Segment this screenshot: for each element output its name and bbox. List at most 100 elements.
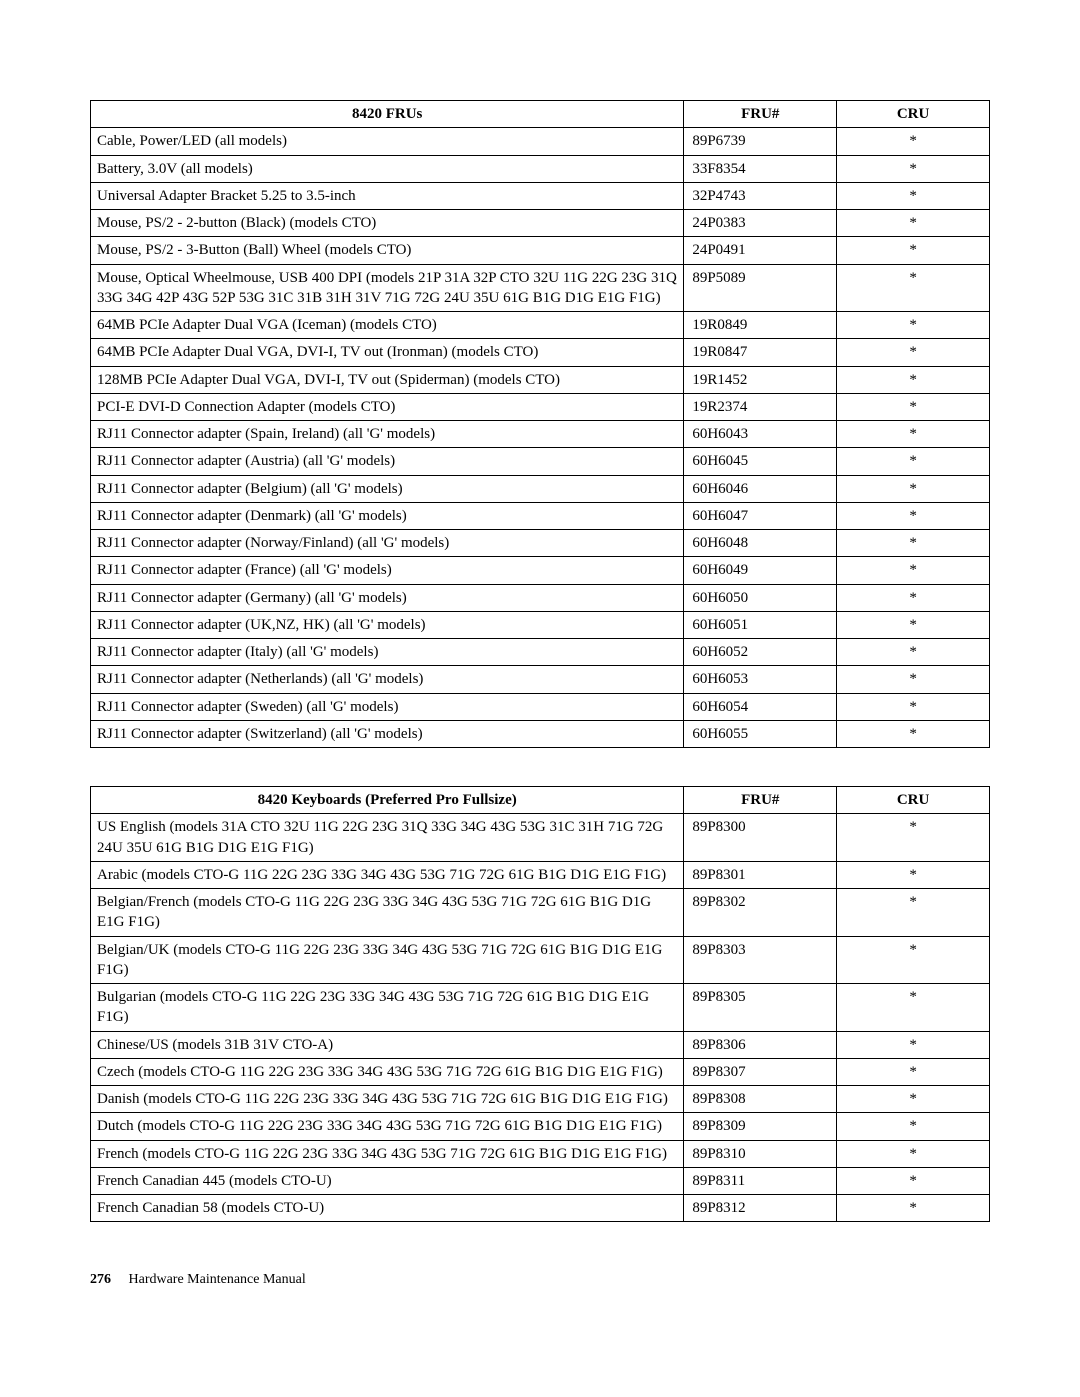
cell-description: RJ11 Connector adapter (Austria) (all 'G… (91, 448, 684, 475)
cell-cru: * (837, 611, 990, 638)
table-row: Mouse, PS/2 - 3-Button (Ball) Wheel (mod… (91, 237, 990, 264)
table-row: Bulgarian (models CTO-G 11G 22G 23G 33G … (91, 984, 990, 1032)
table-row: RJ11 Connector adapter (Belgium) (all 'G… (91, 475, 990, 502)
cell-fru: 89P8307 (684, 1058, 837, 1085)
cell-cru: * (837, 530, 990, 557)
cell-description: PCI-E DVI-D Connection Adapter (models C… (91, 393, 684, 420)
cell-description: Cable, Power/LED (all models) (91, 128, 684, 155)
cell-fru: 60H6043 (684, 421, 837, 448)
keyboards-tbody: US English (models 31A CTO 32U 11G 22G 2… (91, 814, 990, 1222)
cell-cru: * (837, 1113, 990, 1140)
table-row: Chinese/US (models 31B 31V CTO-A)89P8306… (91, 1031, 990, 1058)
cell-description: RJ11 Connector adapter (Spain, Ireland) … (91, 421, 684, 448)
cell-description: Danish (models CTO-G 11G 22G 23G 33G 34G… (91, 1086, 684, 1113)
table-header-row: 8420 Keyboards (Preferred Pro Fullsize) … (91, 787, 990, 814)
table-row: 128MB PCIe Adapter Dual VGA, DVI-I, TV o… (91, 366, 990, 393)
table-row: Battery, 3.0V (all models)33F8354* (91, 155, 990, 182)
cell-description: Universal Adapter Bracket 5.25 to 3.5-in… (91, 182, 684, 209)
header-fru: FRU# (684, 787, 837, 814)
cell-cru: * (837, 502, 990, 529)
cell-description: 64MB PCIe Adapter Dual VGA (Iceman) (mod… (91, 312, 684, 339)
table-row: Czech (models CTO-G 11G 22G 23G 33G 34G … (91, 1058, 990, 1085)
table-row: RJ11 Connector adapter (Austria) (all 'G… (91, 448, 990, 475)
table-row: Cable, Power/LED (all models)89P6739* (91, 128, 990, 155)
keyboards-table-section: 8420 Keyboards (Preferred Pro Fullsize) … (90, 786, 990, 1222)
table-row: Danish (models CTO-G 11G 22G 23G 33G 34G… (91, 1086, 990, 1113)
cell-description: RJ11 Connector adapter (Netherlands) (al… (91, 666, 684, 693)
table-row: RJ11 Connector adapter (UK,NZ, HK) (all … (91, 611, 990, 638)
cell-cru: * (837, 814, 990, 862)
cell-cru: * (837, 155, 990, 182)
table-row: RJ11 Connector adapter (Norway/Finland) … (91, 530, 990, 557)
frus-table-section: 8420 FRUs FRU# CRU Cable, Power/LED (all… (90, 100, 990, 748)
cell-cru: * (837, 1031, 990, 1058)
cell-fru: 89P8305 (684, 984, 837, 1032)
header-fru: FRU# (684, 101, 837, 128)
table-row: French Canadian 58 (models CTO-U)89P8312… (91, 1195, 990, 1222)
cell-description: Chinese/US (models 31B 31V CTO-A) (91, 1031, 684, 1058)
cell-cru: * (837, 448, 990, 475)
table-row: RJ11 Connector adapter (France) (all 'G'… (91, 557, 990, 584)
cell-fru: 19R0849 (684, 312, 837, 339)
cell-description: Bulgarian (models CTO-G 11G 22G 23G 33G … (91, 984, 684, 1032)
cell-fru: 89P8308 (684, 1086, 837, 1113)
cell-cru: * (837, 584, 990, 611)
cell-fru: 60H6047 (684, 502, 837, 529)
cell-fru: 89P8306 (684, 1031, 837, 1058)
cell-description: RJ11 Connector adapter (UK,NZ, HK) (all … (91, 611, 684, 638)
cell-fru: 89P8310 (684, 1140, 837, 1167)
cell-cru: * (837, 264, 990, 312)
cell-description: RJ11 Connector adapter (Norway/Finland) … (91, 530, 684, 557)
table-row: RJ11 Connector adapter (Switzerland) (al… (91, 720, 990, 747)
table-row: French (models CTO-G 11G 22G 23G 33G 34G… (91, 1140, 990, 1167)
cell-description: 64MB PCIe Adapter Dual VGA, DVI-I, TV ou… (91, 339, 684, 366)
cell-cru: * (837, 1058, 990, 1085)
frus-tbody: Cable, Power/LED (all models)89P6739*Bat… (91, 128, 990, 748)
cell-description: Czech (models CTO-G 11G 22G 23G 33G 34G … (91, 1058, 684, 1085)
cell-fru: 89P8302 (684, 889, 837, 937)
cell-cru: * (837, 666, 990, 693)
table-row: PCI-E DVI-D Connection Adapter (models C… (91, 393, 990, 420)
cell-fru: 19R0847 (684, 339, 837, 366)
cell-description: RJ11 Connector adapter (France) (all 'G'… (91, 557, 684, 584)
cell-description: RJ11 Connector adapter (Denmark) (all 'G… (91, 502, 684, 529)
keyboards-table: 8420 Keyboards (Preferred Pro Fullsize) … (90, 786, 990, 1222)
table-row: Universal Adapter Bracket 5.25 to 3.5-in… (91, 182, 990, 209)
table-row: 64MB PCIe Adapter Dual VGA, DVI-I, TV ou… (91, 339, 990, 366)
cell-fru: 89P8312 (684, 1195, 837, 1222)
cell-description: Mouse, PS/2 - 3-Button (Ball) Wheel (mod… (91, 237, 684, 264)
cell-cru: * (837, 557, 990, 584)
frus-table: 8420 FRUs FRU# CRU Cable, Power/LED (all… (90, 100, 990, 748)
cell-cru: * (837, 1167, 990, 1194)
table-row: RJ11 Connector adapter (Sweden) (all 'G'… (91, 693, 990, 720)
cell-cru: * (837, 936, 990, 984)
book-title: Hardware Maintenance Manual (129, 1272, 306, 1287)
cell-cru: * (837, 210, 990, 237)
cell-cru: * (837, 639, 990, 666)
table-row: Belgian/French (models CTO-G 11G 22G 23G… (91, 889, 990, 937)
cell-cru: * (837, 339, 990, 366)
cell-fru: 32P4743 (684, 182, 837, 209)
cell-cru: * (837, 393, 990, 420)
cell-fru: 60H6049 (684, 557, 837, 584)
table-row: Belgian/UK (models CTO-G 11G 22G 23G 33G… (91, 936, 990, 984)
cell-cru: * (837, 421, 990, 448)
cell-cru: * (837, 1140, 990, 1167)
cell-description: 128MB PCIe Adapter Dual VGA, DVI-I, TV o… (91, 366, 684, 393)
cell-fru: 60H6052 (684, 639, 837, 666)
cell-fru: 89P8303 (684, 936, 837, 984)
table-row: RJ11 Connector adapter (Germany) (all 'G… (91, 584, 990, 611)
cell-description: Arabic (models CTO-G 11G 22G 23G 33G 34G… (91, 861, 684, 888)
cell-fru: 33F8354 (684, 155, 837, 182)
cell-description: Mouse, Optical Wheelmouse, USB 400 DPI (… (91, 264, 684, 312)
cell-description: French Canadian 58 (models CTO-U) (91, 1195, 684, 1222)
cell-cru: * (837, 1086, 990, 1113)
cell-description: RJ11 Connector adapter (Belgium) (all 'G… (91, 475, 684, 502)
cell-cru: * (837, 128, 990, 155)
table-row: RJ11 Connector adapter (Denmark) (all 'G… (91, 502, 990, 529)
cell-fru: 60H6050 (684, 584, 837, 611)
cell-cru: * (837, 312, 990, 339)
cell-fru: 19R1452 (684, 366, 837, 393)
cell-cru: * (837, 693, 990, 720)
cell-fru: 89P5089 (684, 264, 837, 312)
